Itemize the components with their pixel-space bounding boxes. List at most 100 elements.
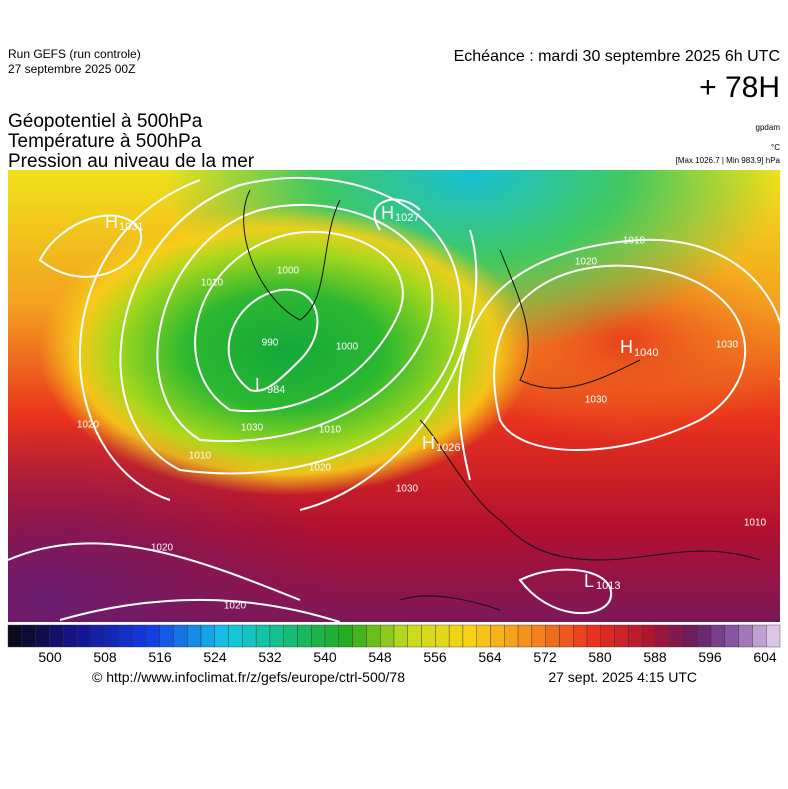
- colorbar-label: 524: [203, 649, 227, 665]
- isobar-label: 1030: [716, 340, 739, 351]
- title: Température à 500hPa: [8, 131, 202, 152]
- colorbar-swatch: [104, 624, 119, 648]
- colorbar-swatch: [21, 624, 36, 648]
- unit-temperature: °C: [771, 143, 780, 152]
- colorbar-label: 516: [148, 649, 172, 665]
- colorbar-swatch: [366, 624, 381, 648]
- colorbar-swatch: [118, 624, 133, 648]
- isobar-label: 1020: [224, 601, 247, 612]
- colorbar-swatch: [35, 624, 50, 648]
- center-value: 984: [267, 384, 285, 396]
- isobar-label: 1010: [623, 236, 646, 247]
- colorbar-swatch: [49, 624, 64, 648]
- colorbar-swatch: [531, 624, 546, 648]
- isobar-label: 1030: [241, 423, 264, 434]
- colorbar-label: 580: [588, 649, 612, 665]
- colorbar-swatch: [297, 624, 312, 648]
- colorbar-label: 564: [478, 649, 502, 665]
- colorbar-swatch: [187, 624, 202, 648]
- colorbar-swatch: [7, 624, 22, 648]
- colorbar-swatch: [214, 624, 229, 648]
- colorbar-swatch: [573, 624, 588, 648]
- colorbar-swatch: [242, 624, 257, 648]
- colorbar-label: 604: [753, 649, 777, 665]
- colorbar-label: 500: [38, 649, 62, 665]
- colorbar-swatch: [407, 624, 422, 648]
- echeance: Echéance : mardi 30 septembre 2025 6h UT…: [454, 48, 780, 65]
- colorbar-swatch: [683, 624, 698, 648]
- isobar-label: 990: [262, 338, 279, 349]
- colorbar-label: 548: [368, 649, 392, 665]
- colorbar-swatch: [600, 624, 615, 648]
- center-value: 1013: [596, 580, 620, 592]
- colorbar-swatch: [614, 624, 629, 648]
- colorbar-swatch: [173, 624, 188, 648]
- map: [8, 170, 780, 622]
- colorbar-swatch: [448, 624, 464, 648]
- colorbar-swatch: [159, 624, 174, 648]
- colorbar-swatch: [641, 624, 657, 648]
- colorbar-swatch: [766, 624, 781, 648]
- colorbar-swatch: [145, 624, 160, 648]
- colorbar-swatch: [517, 624, 533, 648]
- colorbar-swatch: [283, 624, 298, 648]
- isobar-label: 1010: [319, 425, 342, 436]
- isobar-label: 1000: [336, 342, 359, 353]
- center-letter: L: [255, 375, 265, 395]
- isobar-label: 1030: [396, 484, 419, 495]
- title: Géopotentiel à 500hPa: [8, 111, 203, 132]
- colorbar-swatch: [90, 624, 105, 648]
- colorbar-label: 532: [258, 649, 282, 665]
- colorbar-swatch: [324, 624, 340, 648]
- isobar-label: 1020: [151, 543, 174, 554]
- colorbar-swatch: [421, 624, 436, 648]
- colorbar-swatch: [380, 624, 395, 648]
- pressure-centers: H 1031 H 1027 L 984 H 1026 H 1040 L 1013: [105, 203, 658, 592]
- colorbar-swatch: [393, 624, 408, 648]
- colorbar-swatch: [710, 624, 726, 648]
- colorbar-swatch: [255, 624, 271, 648]
- colorbar-swatch: [490, 624, 505, 648]
- colorbar-swatch: [752, 624, 767, 648]
- center-value: 1031: [119, 221, 143, 233]
- center-letter: L: [584, 571, 594, 591]
- unit-pressure: [Max 1026.7 | Min 983.9] hPa: [676, 156, 781, 165]
- source: © http://www.infoclimat.fr/z/gefs/europe…: [92, 669, 405, 685]
- colorbar-swatch: [738, 624, 753, 648]
- colorbar-swatch: [462, 624, 477, 648]
- colorbar-swatch: [724, 624, 739, 648]
- colorbar-swatch: [697, 624, 712, 648]
- isobar-label: 1020: [77, 420, 100, 431]
- isobar-label: 1010: [189, 451, 212, 462]
- colorbar-swatch: [586, 624, 601, 648]
- colorbar-label: 596: [698, 649, 722, 665]
- isobar-label: 1020: [575, 257, 598, 268]
- colorbar-labels: 500 508 516 524 532 540 548 556 564 572 580 588 596 6…: [38, 649, 777, 665]
- center-letter: H: [620, 337, 633, 357]
- colorbar-label: 588: [643, 649, 667, 665]
- isobar-label: 1030: [585, 395, 608, 406]
- unit-geopotential: gpdam: [756, 123, 781, 132]
- isobar-label: 1000: [277, 266, 300, 277]
- colorbar-swatch: [559, 624, 574, 648]
- colorbar-swatch: [352, 624, 367, 648]
- colorbar-swatch: [76, 624, 91, 648]
- colorbar-swatch: [131, 624, 147, 648]
- colorbar-swatch: [628, 624, 643, 648]
- center-value: 1040: [634, 347, 658, 359]
- center-letter: H: [422, 433, 435, 453]
- colorbar-label: 540: [313, 649, 337, 665]
- colorbar-swatch: [62, 624, 78, 648]
- colorbar-swatch: [504, 624, 519, 648]
- colorbar-swatch: [228, 624, 243, 648]
- lead-time: + 78H: [699, 71, 780, 104]
- center-letter: H: [381, 203, 394, 223]
- isobar-label: 1010: [744, 518, 767, 529]
- isobar-labels: 1000 990 1010 1000 1030 1010 1020 1030 1…: [77, 236, 767, 612]
- title: Pression au niveau de la mer: [8, 151, 255, 172]
- colorbar-label: 508: [93, 649, 117, 665]
- run-date: 27 septembre 2025 00Z: [8, 62, 135, 76]
- colorbar: [7, 624, 781, 648]
- colorbar-swatch: [476, 624, 491, 648]
